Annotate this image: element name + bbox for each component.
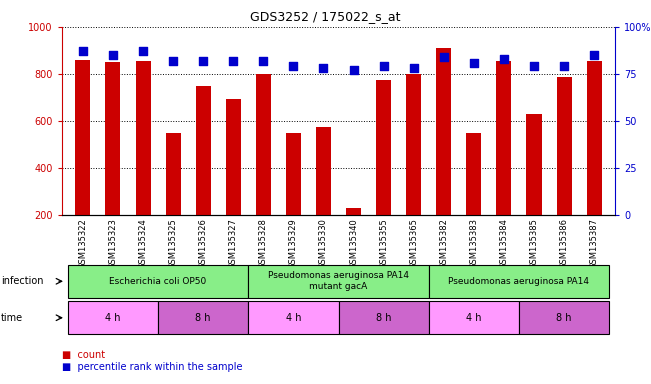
Bar [436,48,451,262]
Point [318,65,329,71]
Bar [256,74,271,262]
Point [499,56,509,62]
Point [258,58,269,64]
Point [198,58,208,64]
Point [348,67,359,73]
Bar [587,61,602,262]
Point [378,63,389,70]
Bar [376,80,391,262]
Text: Escherichia coli OP50: Escherichia coli OP50 [109,277,207,286]
Text: GDS3252 / 175022_s_at: GDS3252 / 175022_s_at [250,10,401,23]
Text: ■  count: ■ count [62,350,105,360]
Text: 8 h: 8 h [376,313,391,323]
Text: infection: infection [1,276,43,286]
Bar [196,86,211,262]
Point [77,48,88,55]
Point [559,63,569,70]
Text: Pseudomonas aeruginosa PA14
mutant gacA: Pseudomonas aeruginosa PA14 mutant gacA [268,271,409,291]
Text: time: time [1,313,23,323]
Point [529,63,539,70]
Bar [557,78,572,262]
Bar [527,114,542,262]
Text: Pseudomonas aeruginosa PA14: Pseudomonas aeruginosa PA14 [449,277,589,286]
Point [228,58,238,64]
Bar [406,74,421,262]
Bar [105,62,120,262]
Point [288,63,299,70]
Point [589,52,600,58]
Point [469,60,479,66]
Point [108,52,118,58]
Text: 4 h: 4 h [466,313,482,323]
Bar [135,61,150,262]
Bar [76,60,90,262]
Point [168,58,178,64]
Bar [316,127,331,262]
Bar [466,133,481,262]
Bar [165,133,180,262]
Text: 8 h: 8 h [195,313,211,323]
Text: 4 h: 4 h [105,313,120,323]
Point [439,54,449,60]
Point [408,65,419,71]
Bar [286,133,301,262]
Text: ■  percentile rank within the sample: ■ percentile rank within the sample [62,362,242,372]
Bar [497,61,512,262]
Bar [346,208,361,262]
Bar [226,99,241,262]
Point [138,48,148,55]
Text: 8 h: 8 h [557,313,572,323]
Text: 4 h: 4 h [286,313,301,323]
